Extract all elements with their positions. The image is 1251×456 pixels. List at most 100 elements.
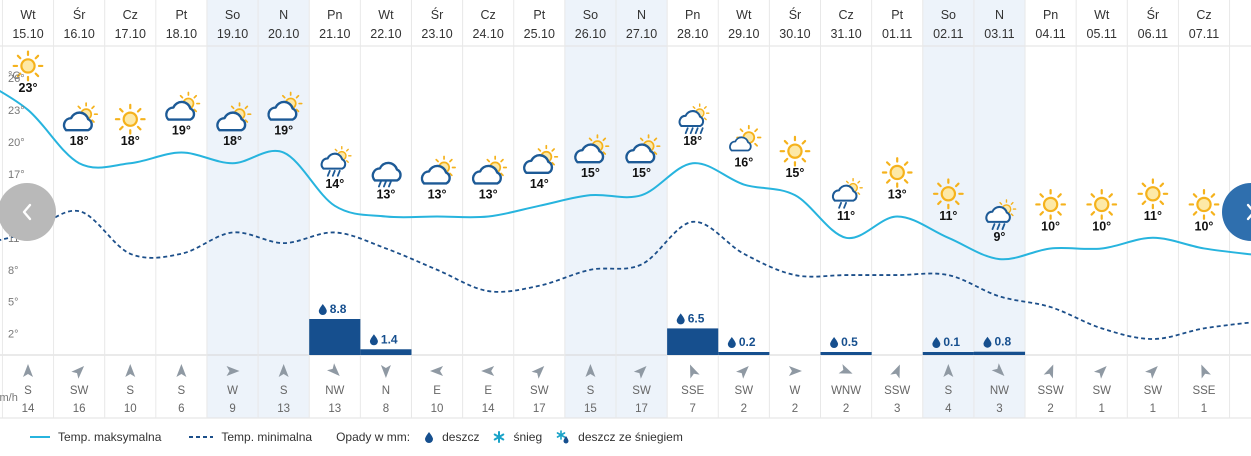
precip-label: 0.8 (994, 335, 1011, 349)
day-of-week-label: N (279, 8, 288, 22)
precip-label: 0.5 (841, 335, 858, 349)
date-label: 01.11 (882, 27, 912, 41)
cloud-sun-heavy-rain-icon (678, 103, 710, 135)
wind-direction-label: SW (1144, 385, 1163, 397)
wind-arrow-icon (633, 366, 647, 379)
precip-label: 8.8 (330, 302, 347, 316)
day-of-week-label: Pn (685, 8, 700, 22)
max-temp-label: 18° (683, 134, 702, 148)
chart-legend: Temp. maksymalna Temp. minimalna Opady w… (0, 424, 697, 450)
day-of-week-label: Wt (20, 8, 36, 22)
wind-arrow-icon (585, 364, 596, 377)
wind-direction-label: SSE (1192, 385, 1215, 397)
wind-speed-label: 3 (996, 403, 1002, 415)
max-temp-label: 10° (1041, 219, 1060, 233)
wind-speed-label: 17 (635, 403, 648, 415)
legend-min: Temp. minimalna (189, 430, 312, 444)
wind-direction-label: S (178, 385, 186, 397)
day-of-week-label: Śr (789, 7, 802, 22)
wind-direction-label: S (24, 385, 32, 397)
wind-direction-label: SSW (884, 385, 910, 397)
cloud-sun-drizzle-icon (831, 177, 863, 209)
wind-arrow-icon (430, 366, 444, 376)
max-temp-label: 11° (939, 209, 957, 223)
wind-speed-label: 3 (894, 403, 900, 415)
y-tick-label: 2° (8, 329, 19, 341)
date-label: 03.11 (984, 27, 1014, 41)
max-temp-label: 18° (223, 134, 242, 148)
weekend-band (564, 0, 616, 418)
wind-arrow-icon (890, 364, 900, 379)
wind-direction-label: SW (530, 385, 549, 397)
date-label: 23.10 (421, 27, 452, 41)
wind-speed-label: 1 (1099, 403, 1105, 415)
weekend-band (615, 0, 668, 418)
wind-speed-label: 15 (584, 403, 597, 415)
max-temp-label: 16° (734, 156, 753, 170)
cloud-sun-rain-icon (320, 146, 352, 177)
date-label: 19.10 (217, 27, 248, 41)
snowflake-icon (494, 431, 505, 443)
sun-icon (114, 103, 146, 135)
max-temp-label: 9° (993, 230, 1005, 244)
wind-direction-label: N (382, 385, 390, 397)
max-temp-label: 15° (632, 166, 651, 180)
y-unit-label: °C (8, 70, 20, 82)
wind-arrow-icon (125, 364, 136, 377)
raindrop-icon (727, 337, 736, 348)
date-label: 25.10 (524, 27, 555, 41)
max-temp-label: 14° (325, 177, 344, 191)
max-temp-label: 13° (888, 187, 907, 201)
wind-speed-label: 13 (277, 403, 290, 415)
wind-arrow-icon (1201, 364, 1211, 379)
raindrop-icon (369, 334, 378, 346)
prev-button[interactable] (0, 183, 56, 241)
legend-mixed: deszcz ze śniegiem (556, 430, 683, 444)
wind-speed-label: 10 (431, 403, 444, 415)
day-of-week-label: Pt (533, 8, 545, 22)
legend-precip-title: Opady w mm: (336, 430, 410, 444)
weekend-band (258, 0, 310, 418)
sun-icon (932, 178, 964, 210)
wind-arrow-icon (736, 366, 749, 379)
max-temp-label: 10° (1092, 219, 1111, 233)
cloud-sun-icon (165, 91, 201, 121)
wind-speed-label: 9 (229, 403, 235, 415)
day-of-week-label: Pt (891, 8, 903, 22)
max-temp-label: 19° (274, 124, 293, 138)
y-tick-label: 23° (8, 105, 25, 117)
wind-direction-label: WNW (831, 385, 861, 397)
y-tick-label: 26° (8, 73, 25, 85)
wind-speed-label: 8 (383, 403, 389, 415)
cloud-sun-icon (522, 144, 559, 175)
max-temp-label: 13° (376, 187, 395, 201)
date-label: 16.10 (63, 27, 94, 41)
date-label: 29.10 (728, 27, 759, 41)
y-tick-label: 8° (8, 265, 19, 277)
day-of-week-label: Pn (1043, 8, 1058, 22)
wind-direction-label: S (945, 385, 953, 397)
wind-arrow-icon (1145, 366, 1158, 379)
raindrop-icon (983, 336, 992, 348)
day-of-week-label: Cz (481, 8, 496, 22)
wind-speed-label: 1 (1201, 403, 1207, 415)
date-label: 26.10 (575, 27, 606, 41)
day-of-week-label: Śr (431, 7, 444, 22)
precip-bar (922, 352, 974, 355)
date-label: 24.10 (473, 27, 504, 41)
wind-direction-label: W (227, 385, 238, 397)
date-label: 07.11 (1189, 27, 1219, 41)
wind-speed-label: 1 (1150, 403, 1156, 415)
cloud-sun-rain-icon (985, 199, 1017, 231)
day-of-week-label: So (583, 8, 598, 22)
wind-speed-label: 2 (741, 403, 747, 415)
wind-speed-label: 2 (792, 403, 798, 415)
wind-arrow-icon (327, 363, 340, 376)
wind-arrow-icon (788, 366, 802, 376)
max-temp-label: 13° (479, 187, 498, 201)
wind-arrow-icon (991, 363, 1005, 376)
sun-cloud-icon (729, 124, 762, 152)
wind-speed-label: 14 (482, 403, 495, 415)
day-of-week-label: Wt (1094, 8, 1110, 22)
wind-speed-label: 2 (843, 403, 849, 415)
